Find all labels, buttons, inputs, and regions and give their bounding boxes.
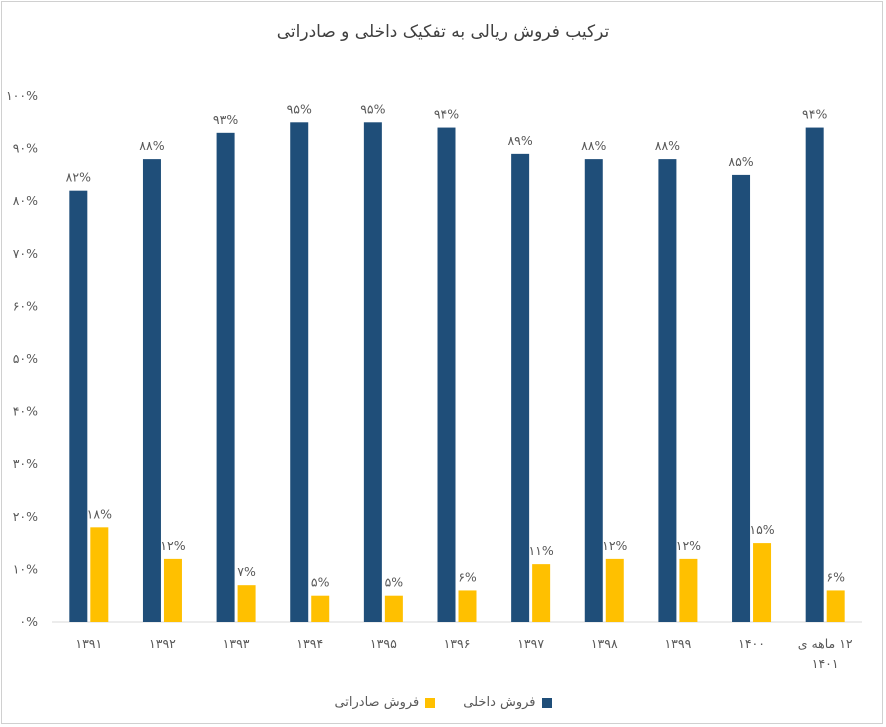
data-label-export: ۱۲% [160,538,185,553]
data-label-domestic: ۸۵% [728,154,753,169]
y-tick-label: ۱۰۰% [6,88,38,103]
bar-domestic [732,174,751,622]
data-label-export: ۱۲% [602,538,627,553]
chart-title: ترکیب فروش ریالی به تفکیک داخلی و صادرات… [276,22,610,42]
x-tick-label: ۱۳۹۱ [75,636,102,651]
data-label-export: ۵% [385,575,404,590]
data-label-export: ۷% [237,564,256,579]
legend-label-export: فروش صادراتی [334,695,420,710]
y-tick-label: ۶۰% [13,298,38,313]
bar-export [826,590,845,622]
bar-export [90,527,109,622]
data-label-export: ۵% [311,575,330,590]
y-tick-label: ۴۰% [13,404,38,419]
y-tick-label: ۱۰% [13,561,38,576]
bar-export [311,595,330,622]
bar-export [605,558,624,622]
legend-swatch-export [425,697,436,708]
x-tick-label: ۱۳۹۳ [223,636,250,651]
bar-domestic [511,153,530,623]
bar-domestic [658,159,677,622]
x-tick-label: ۱۳۹۸ [591,636,618,651]
legend-label-domestic: فروش داخلی [463,695,536,710]
bar-domestic [584,159,603,622]
data-label-domestic: ۹۴% [802,107,827,122]
bar-export [163,558,182,622]
x-tick-label: ۱۳۹۴ [296,636,323,651]
data-label-export: ۶% [826,569,845,584]
bar-domestic [437,127,456,622]
data-label-export: ۱۲% [676,538,701,553]
data-label-domestic: ۹۴% [434,107,459,122]
bar-domestic [290,122,309,623]
y-tick-label: ۷۰% [13,246,38,261]
data-label-export: ۶% [458,569,477,584]
data-label-domestic: ۸۸% [139,138,164,153]
data-label-domestic: ۸۲% [66,170,91,185]
legend-item-export: فروش صادراتی [334,695,436,710]
legend-item-domestic: فروش داخلی [463,695,552,710]
x-tick-label: ۱۳۹۵ [370,636,397,651]
bar-domestic [216,132,235,622]
x-tick-label: ۱۳۹۲ [149,636,176,651]
x-tick-label: ۱۳۹۷ [517,636,544,651]
data-label-domestic: ۸۸% [581,138,606,153]
bar-export [237,585,256,622]
data-label-export: ۱۸% [87,506,112,521]
legend: فروش داخلی فروش صادراتی [0,695,886,710]
data-label-export: ۱۱% [528,543,553,558]
data-label-export: ۱۵% [749,522,774,537]
data-label-domestic: ۹۳% [213,112,238,127]
bar-export [458,590,477,622]
data-label-domestic: ۸۸% [655,138,680,153]
data-label-domestic: ۹۵% [287,101,312,116]
x-tick-label: ۱۳۹۶ [444,636,471,651]
bar-domestic [363,122,382,623]
y-tick-label: ۵۰% [13,351,38,366]
bar-domestic [805,127,824,622]
data-label-domestic: ۹۵% [360,101,385,116]
bar-export [679,558,698,622]
data-label-domestic: ۸۹% [507,133,532,148]
y-tick-label: ۹۰% [13,141,38,156]
y-tick-label: ۸۰% [13,193,38,208]
y-tick-label: ۰% [19,614,38,629]
x-tick-label: ۱۴۰۰ [738,636,765,651]
y-tick-label: ۳۰% [13,456,38,471]
y-tick-label: ۲۰% [13,509,38,524]
bar-export [753,543,772,622]
legend-swatch-domestic [541,697,552,708]
x-tick-label: ۱۲ ماهه ی [798,636,853,651]
bar-export [384,595,403,622]
x-tick-label: ۱۳۹۹ [664,636,691,651]
bar-domestic [142,159,161,622]
bar-export [532,564,551,622]
x-tick-label: ۱۴۰۱ [812,656,839,671]
bar-domestic [69,190,88,622]
